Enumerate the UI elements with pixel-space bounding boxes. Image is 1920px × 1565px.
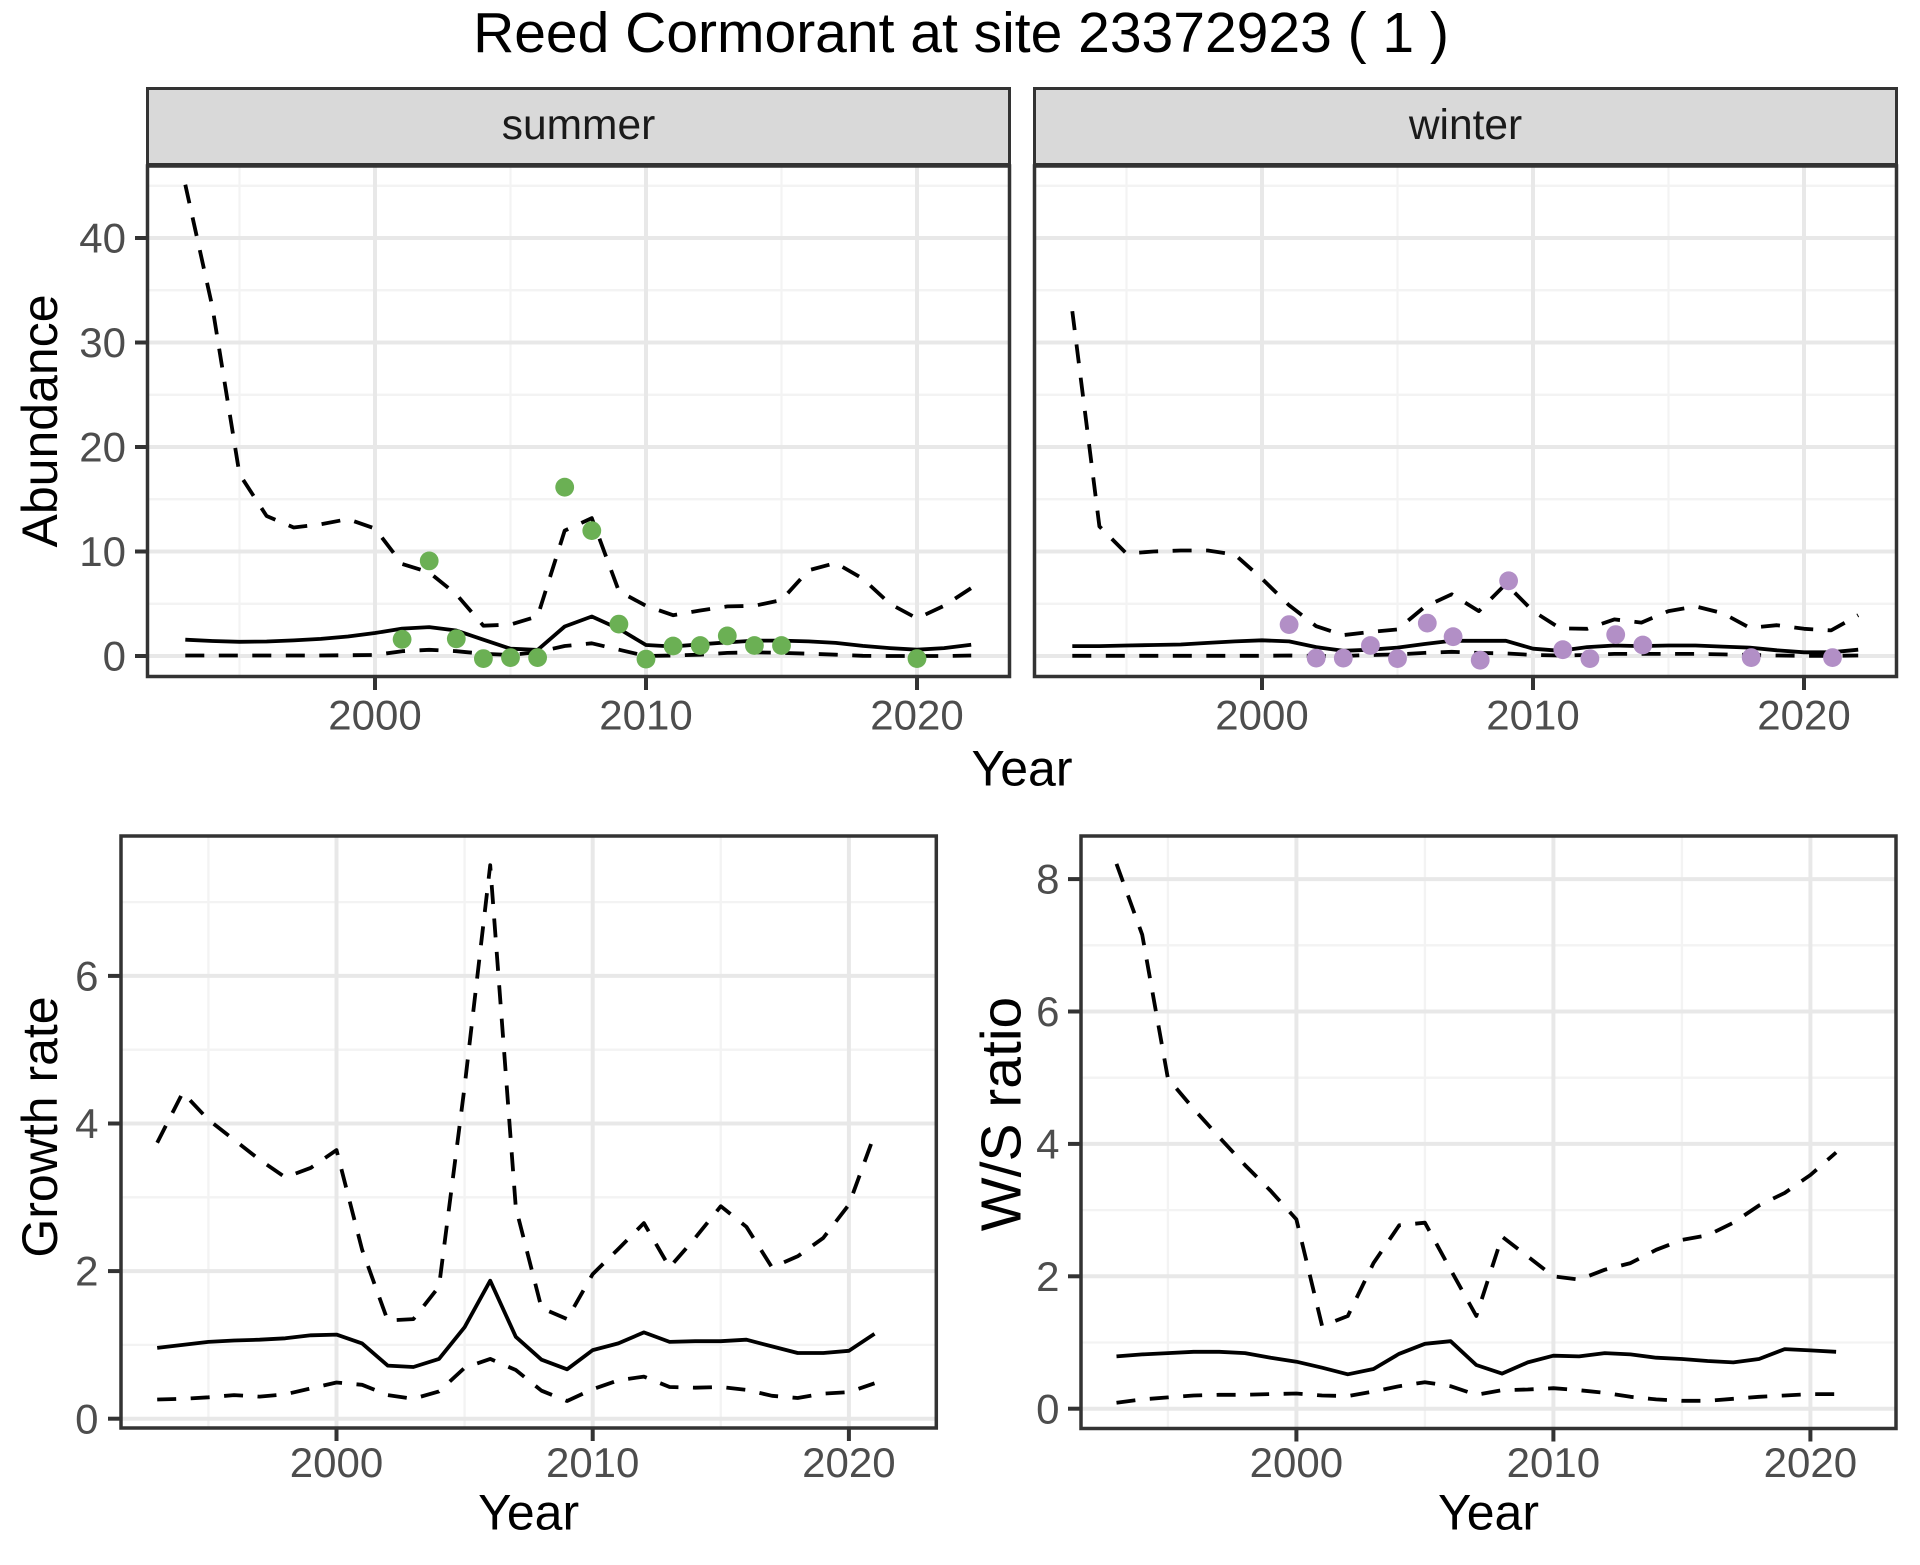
svg-text:2000: 2000 — [290, 1439, 383, 1486]
svg-text:2010: 2010 — [599, 692, 692, 739]
svg-text:2020: 2020 — [802, 1439, 895, 1486]
svg-text:2000: 2000 — [1250, 1439, 1343, 1486]
svg-text:summer: summer — [502, 102, 655, 149]
svg-text:2020: 2020 — [1757, 692, 1850, 739]
svg-text:0: 0 — [1036, 1385, 1059, 1432]
svg-text:Growth rate: Growth rate — [12, 996, 68, 1257]
svg-text:Year: Year — [971, 741, 1072, 797]
svg-text:2020: 2020 — [1764, 1439, 1857, 1486]
svg-text:Year: Year — [1438, 1485, 1539, 1541]
svg-text:Reed Cormorant at site 2337292: Reed Cormorant at site 23372923 ( 1 ) — [473, 1, 1449, 65]
svg-text:2: 2 — [75, 1248, 98, 1295]
svg-text:8: 8 — [1036, 856, 1059, 903]
svg-text:2020: 2020 — [870, 692, 963, 739]
svg-text:30: 30 — [79, 319, 126, 366]
svg-text:10: 10 — [79, 528, 126, 575]
svg-text:W/S ratio: W/S ratio — [970, 997, 1034, 1231]
svg-text:2: 2 — [1036, 1253, 1059, 1300]
svg-text:6: 6 — [75, 953, 98, 1000]
svg-text:Year: Year — [478, 1485, 579, 1541]
svg-text:40: 40 — [79, 215, 126, 262]
svg-text:2000: 2000 — [1215, 692, 1308, 739]
svg-text:6: 6 — [1036, 988, 1059, 1035]
svg-text:20: 20 — [79, 424, 126, 471]
svg-text:2000: 2000 — [328, 692, 421, 739]
svg-text:4: 4 — [75, 1100, 98, 1147]
svg-text:4: 4 — [1036, 1121, 1059, 1168]
svg-text:2010: 2010 — [1486, 692, 1579, 739]
svg-text:2010: 2010 — [1507, 1439, 1600, 1486]
svg-text:winter: winter — [1408, 102, 1522, 149]
svg-text:0: 0 — [75, 1395, 98, 1442]
svg-text:2010: 2010 — [546, 1439, 639, 1486]
svg-text:0: 0 — [103, 633, 126, 680]
svg-text:Abundance: Abundance — [12, 294, 68, 547]
